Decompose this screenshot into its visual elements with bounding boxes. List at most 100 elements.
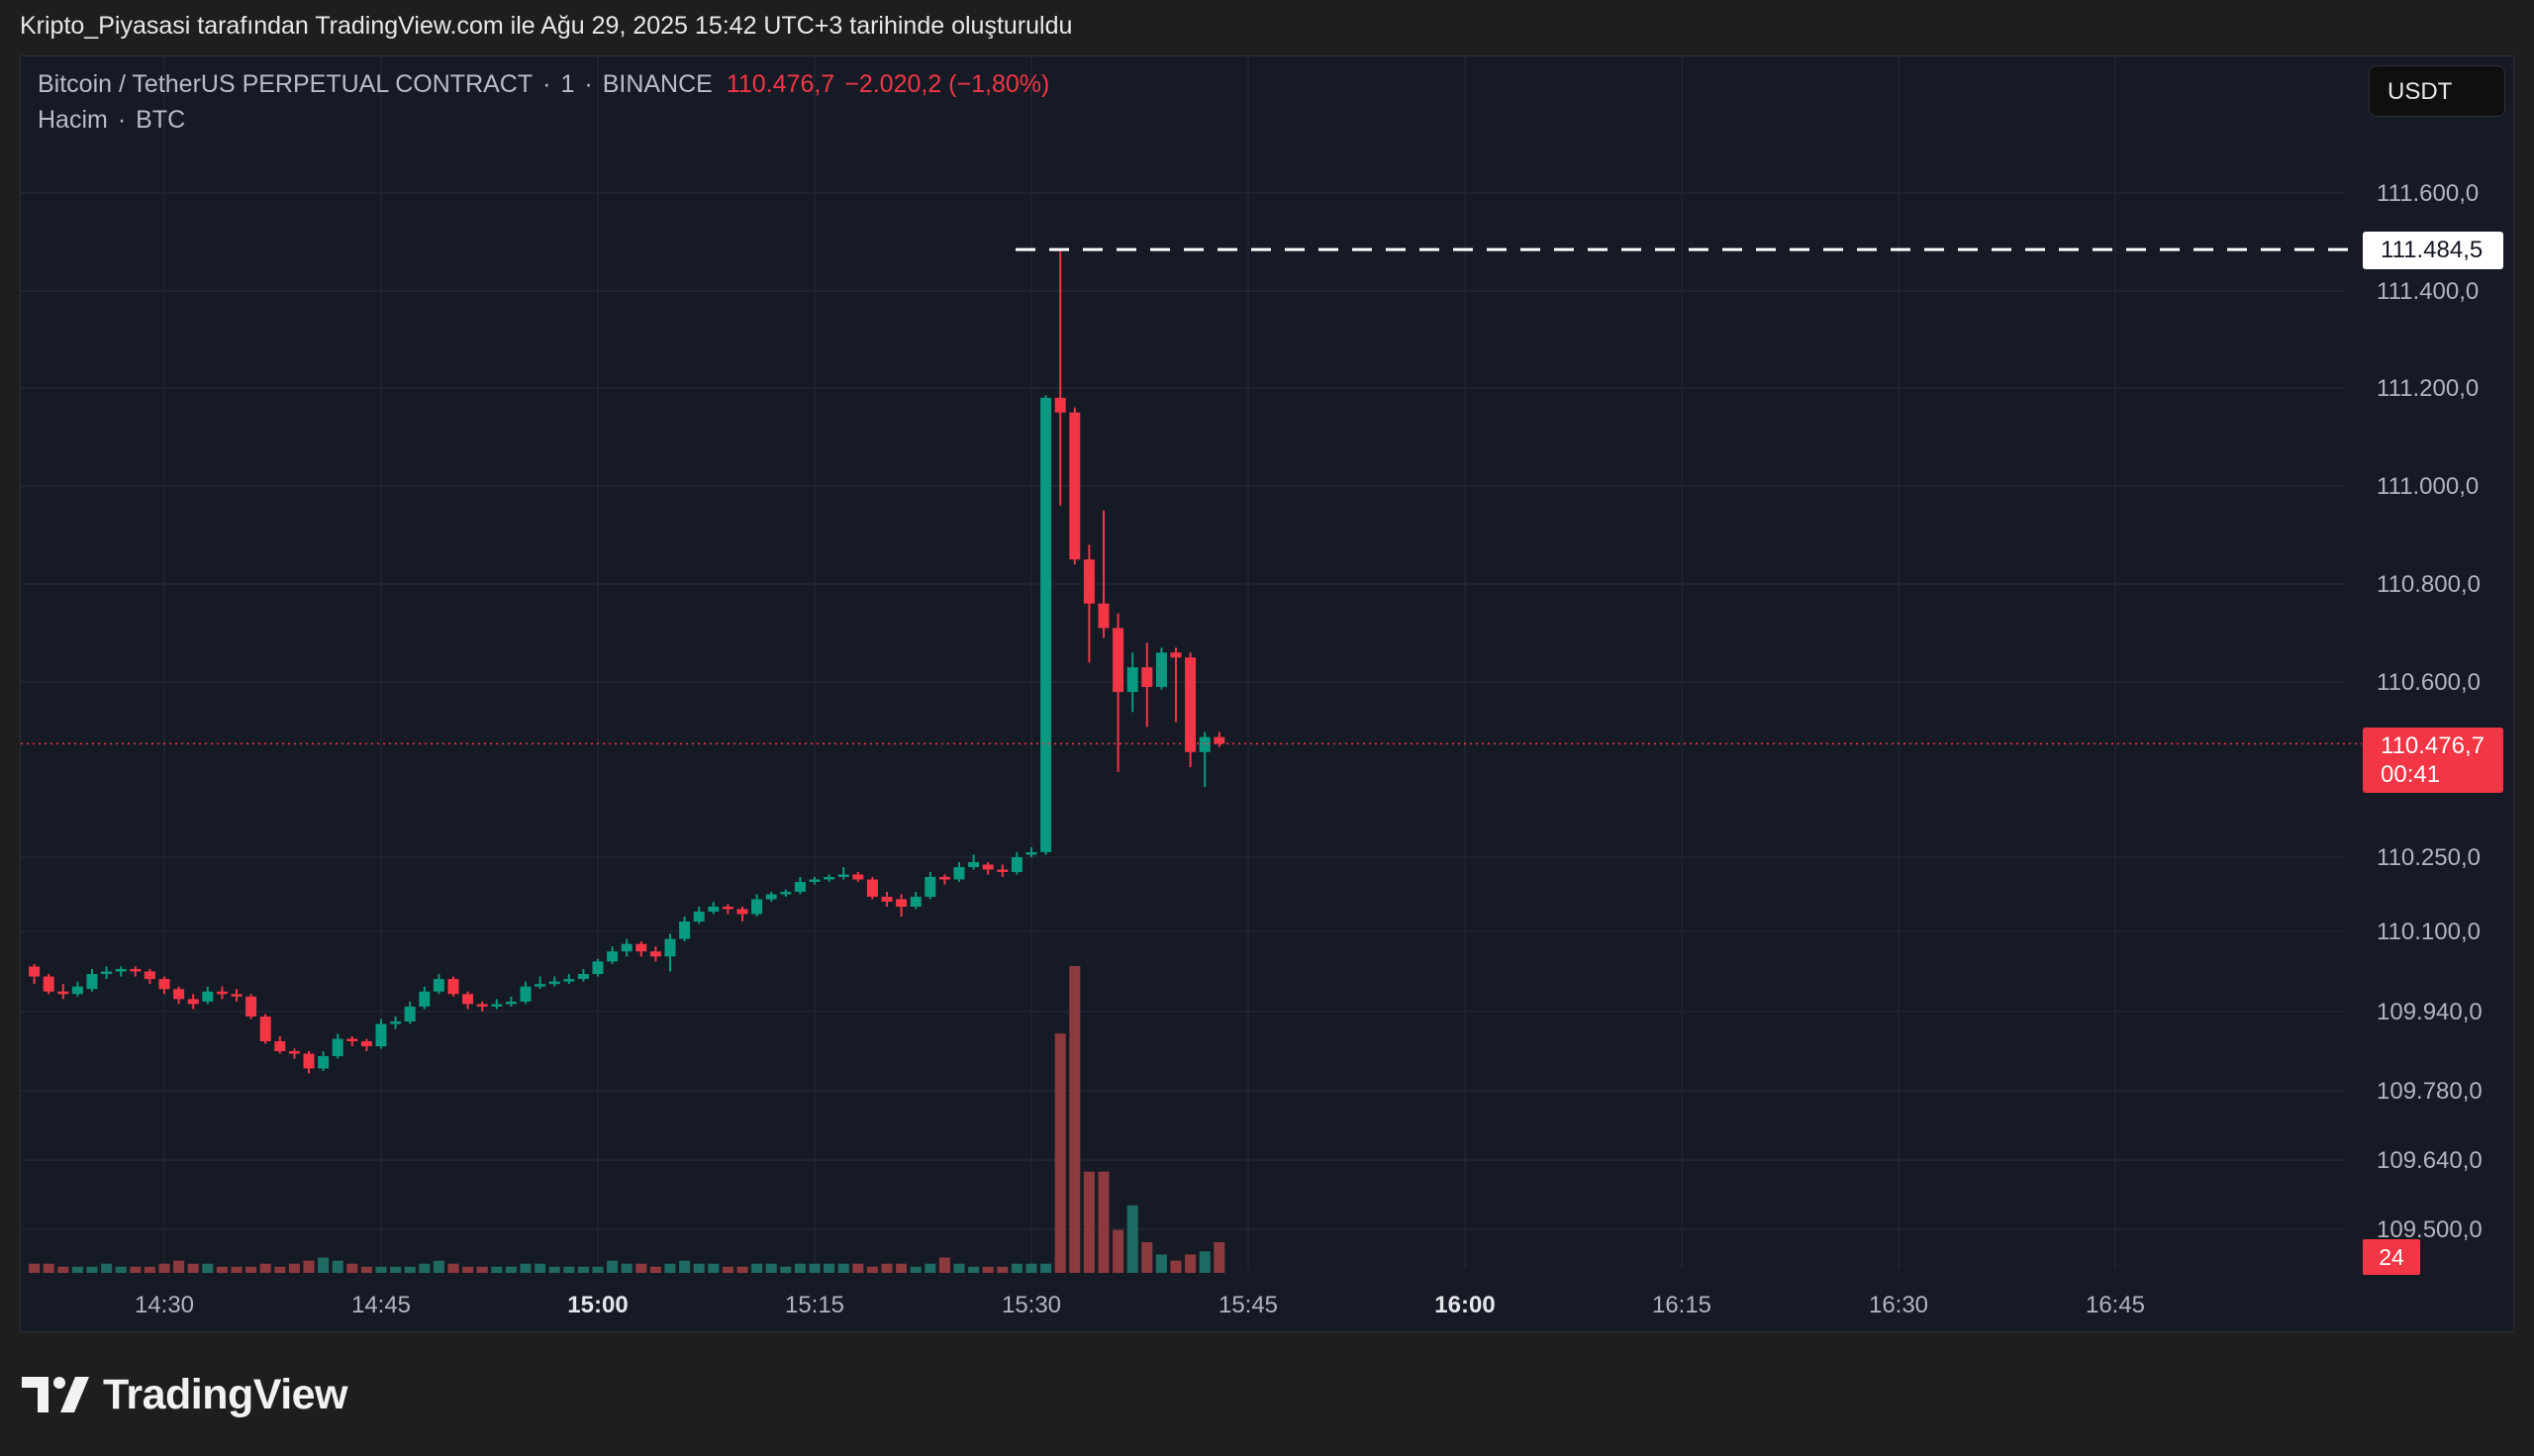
quote-values: 110.476,7 −2.020,2 (−1,80%) bbox=[727, 70, 1059, 98]
volume-bar bbox=[231, 1266, 243, 1273]
tradingview-wordmark: TradingView bbox=[103, 1370, 348, 1418]
volume-bar bbox=[896, 1263, 908, 1273]
tradingview-brand[interactable]: TradingView bbox=[22, 1370, 348, 1419]
time-axis-label: 16:00 bbox=[1434, 1292, 1495, 1318]
volume-bar bbox=[751, 1263, 763, 1273]
candlestick-chart[interactable]: 111.600,0 111.400,0 111.200,0 111.000,0 110.… bbox=[21, 56, 2514, 1332]
symbol-name[interactable]: Bitcoin / TetherUS PERPETUAL CONTRACT bbox=[38, 70, 534, 98]
volume-bar bbox=[736, 1266, 748, 1273]
price-axis-label: 110.100,0 bbox=[2377, 919, 2481, 945]
volume-bar bbox=[86, 1266, 98, 1273]
volume-bar bbox=[419, 1263, 431, 1273]
volume-indicator-label[interactable]: Hacim bbox=[38, 106, 108, 134]
candle-body bbox=[607, 951, 619, 962]
time-axis-label: 15:30 bbox=[1002, 1292, 1061, 1318]
volume-bar bbox=[794, 1263, 806, 1273]
candle-body bbox=[1113, 628, 1124, 693]
candle-body bbox=[852, 874, 864, 880]
volume-bar bbox=[1214, 1242, 1225, 1273]
volume-bar bbox=[722, 1266, 733, 1273]
candle-body bbox=[708, 907, 720, 912]
candle-body bbox=[360, 1041, 372, 1046]
volume-bar bbox=[910, 1266, 922, 1273]
candle-body bbox=[318, 1056, 330, 1069]
volume-bar bbox=[360, 1266, 372, 1273]
volume-bar bbox=[824, 1263, 835, 1273]
candle-body bbox=[245, 996, 257, 1017]
time-axis-label: 15:45 bbox=[1218, 1292, 1278, 1318]
volume-bar bbox=[216, 1266, 228, 1273]
volume-bar bbox=[390, 1266, 402, 1273]
candle-body bbox=[664, 938, 676, 957]
volume-unit-label: BTC bbox=[136, 106, 186, 134]
horizontal-line-price-label[interactable]: 111.484,5 bbox=[2363, 232, 2503, 269]
candle-body bbox=[938, 877, 950, 880]
candle-body bbox=[693, 912, 705, 922]
volume-bar bbox=[462, 1266, 474, 1273]
symbol-legend: Bitcoin / TetherUS PERPETUAL CONTRACT · 1 ·… bbox=[38, 70, 1059, 135]
candle-body bbox=[577, 974, 589, 980]
volume-bar bbox=[968, 1266, 980, 1273]
candle-body bbox=[1083, 559, 1095, 604]
candle-body bbox=[202, 991, 214, 1002]
candle-body bbox=[548, 981, 560, 985]
volume-bar bbox=[1069, 966, 1081, 1273]
candle-body bbox=[1170, 652, 1182, 658]
candle-body bbox=[535, 984, 546, 987]
volume-bar bbox=[1199, 1251, 1211, 1273]
candle-body bbox=[925, 877, 936, 897]
price-axis-label: 110.600,0 bbox=[2377, 669, 2481, 696]
price-axis-label: 111.600,0 bbox=[2377, 180, 2479, 207]
volume-bar bbox=[491, 1266, 503, 1273]
candle-body bbox=[29, 966, 41, 977]
candle-body bbox=[1155, 652, 1167, 688]
volume-bar bbox=[144, 1266, 155, 1273]
volume-bar bbox=[664, 1263, 676, 1273]
candle-body bbox=[433, 979, 444, 992]
volume-bar bbox=[1113, 1229, 1124, 1273]
volume-bar bbox=[375, 1266, 387, 1273]
volume-bar bbox=[1025, 1263, 1037, 1273]
candle-body bbox=[794, 882, 806, 892]
candle-body bbox=[476, 1004, 488, 1007]
volume-bar bbox=[693, 1263, 705, 1273]
volume-bar bbox=[982, 1266, 994, 1273]
price-axis-label: 110.250,0 bbox=[2377, 844, 2481, 871]
currency-button[interactable]: USDT bbox=[2369, 65, 2505, 117]
volume-value-badge: 24 bbox=[2363, 1239, 2420, 1275]
candle-body bbox=[809, 879, 821, 882]
candle-body bbox=[231, 994, 243, 997]
time-axis-label: 16:15 bbox=[1652, 1292, 1711, 1318]
candle-body bbox=[419, 991, 431, 1007]
volume-bar bbox=[953, 1263, 965, 1273]
candle-body bbox=[187, 999, 199, 1005]
interval-label[interactable]: 1 bbox=[560, 70, 575, 98]
candle-body bbox=[780, 892, 792, 895]
volume-bar bbox=[259, 1263, 271, 1273]
candle-body bbox=[101, 971, 113, 975]
last-price-badge: 110.476,7 00:41 bbox=[2363, 728, 2503, 793]
price-axis-label: 109.500,0 bbox=[2377, 1216, 2483, 1243]
volume-bar bbox=[332, 1260, 343, 1273]
volume-bar bbox=[346, 1263, 358, 1273]
volume-bar bbox=[548, 1266, 560, 1273]
candle-body bbox=[332, 1038, 343, 1056]
candle-body bbox=[158, 979, 170, 990]
legend-separator: · bbox=[117, 106, 127, 134]
volume-bar bbox=[318, 1257, 330, 1273]
volume-bar bbox=[1083, 1171, 1095, 1273]
candle-body bbox=[1098, 603, 1110, 629]
volume-bar bbox=[447, 1263, 459, 1273]
candle-body bbox=[1185, 657, 1197, 752]
time-axis-label: 15:15 bbox=[785, 1292, 844, 1318]
volume-bar bbox=[592, 1266, 604, 1273]
volume-bar bbox=[158, 1263, 170, 1273]
volume-bar bbox=[535, 1263, 546, 1273]
chart-pane[interactable]: 111.600,0 111.400,0 111.200,0 111.000,0 110.… bbox=[20, 55, 2514, 1332]
candle-body bbox=[1011, 857, 1023, 872]
volume-bar bbox=[29, 1263, 41, 1273]
volume-bar bbox=[187, 1263, 199, 1273]
volume-bar bbox=[577, 1266, 589, 1273]
price-axis-label: 111.200,0 bbox=[2377, 375, 2479, 402]
candle-body bbox=[346, 1038, 358, 1041]
